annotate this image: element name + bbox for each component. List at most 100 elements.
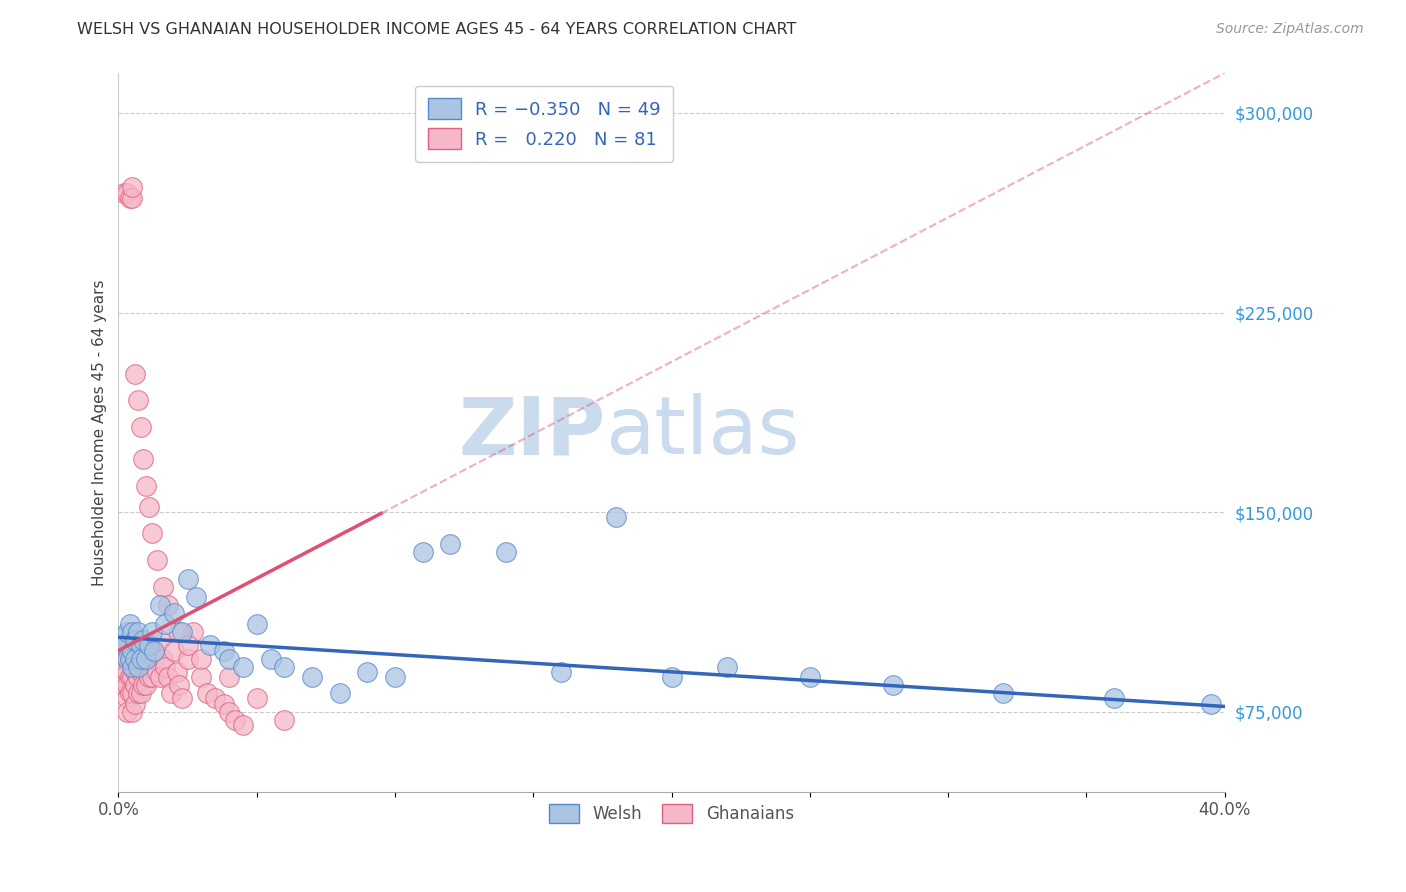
Point xyxy=(115,624,138,639)
Point xyxy=(124,697,146,711)
Point xyxy=(132,678,155,692)
Point xyxy=(127,624,149,639)
Point xyxy=(176,572,198,586)
Point xyxy=(138,638,160,652)
Point xyxy=(112,186,135,200)
Point xyxy=(115,665,138,679)
Point xyxy=(163,643,186,657)
Point xyxy=(138,500,160,514)
Point xyxy=(121,705,143,719)
Point xyxy=(176,638,198,652)
Legend: Welsh, Ghanaians: Welsh, Ghanaians xyxy=(543,797,800,830)
Point xyxy=(135,659,157,673)
Point xyxy=(118,686,141,700)
Point xyxy=(716,659,738,673)
Point xyxy=(384,670,406,684)
Point xyxy=(121,651,143,665)
Point xyxy=(146,665,169,679)
Point xyxy=(232,718,254,732)
Point xyxy=(118,651,141,665)
Text: WELSH VS GHANAIAN HOUSEHOLDER INCOME AGES 45 - 64 YEARS CORRELATION CHART: WELSH VS GHANAIAN HOUSEHOLDER INCOME AGE… xyxy=(77,22,797,37)
Point xyxy=(661,670,683,684)
Point xyxy=(118,191,141,205)
Point xyxy=(301,670,323,684)
Point xyxy=(110,651,132,665)
Point xyxy=(141,624,163,639)
Point xyxy=(149,599,172,613)
Point xyxy=(141,643,163,657)
Point xyxy=(246,691,269,706)
Point xyxy=(181,624,204,639)
Point xyxy=(129,420,152,434)
Point xyxy=(152,651,174,665)
Point xyxy=(166,665,188,679)
Point xyxy=(127,393,149,408)
Point xyxy=(110,630,132,644)
Point xyxy=(121,624,143,639)
Point xyxy=(163,607,186,621)
Point xyxy=(127,651,149,665)
Point xyxy=(129,643,152,657)
Point xyxy=(118,651,141,665)
Point xyxy=(124,367,146,381)
Point xyxy=(121,670,143,684)
Point xyxy=(110,670,132,684)
Point xyxy=(212,643,235,657)
Point xyxy=(129,651,152,665)
Point xyxy=(135,638,157,652)
Point xyxy=(115,691,138,706)
Point xyxy=(129,686,152,700)
Point xyxy=(495,545,517,559)
Point xyxy=(149,670,172,684)
Point xyxy=(112,643,135,657)
Point xyxy=(132,659,155,673)
Point xyxy=(115,651,138,665)
Point xyxy=(129,665,152,679)
Point xyxy=(129,638,152,652)
Point xyxy=(118,670,141,684)
Point xyxy=(121,659,143,673)
Point xyxy=(273,713,295,727)
Point xyxy=(176,651,198,665)
Point xyxy=(132,451,155,466)
Point xyxy=(550,665,572,679)
Point xyxy=(121,686,143,700)
Point xyxy=(141,670,163,684)
Point xyxy=(152,580,174,594)
Point xyxy=(190,670,212,684)
Point xyxy=(112,678,135,692)
Point xyxy=(155,659,177,673)
Point xyxy=(135,478,157,492)
Point xyxy=(112,659,135,673)
Point xyxy=(198,638,221,652)
Point xyxy=(799,670,821,684)
Point xyxy=(1199,697,1222,711)
Point xyxy=(115,678,138,692)
Point xyxy=(112,638,135,652)
Point xyxy=(170,624,193,639)
Point xyxy=(170,691,193,706)
Point xyxy=(121,180,143,194)
Point xyxy=(141,526,163,541)
Point xyxy=(190,651,212,665)
Text: ZIP: ZIP xyxy=(458,393,605,471)
Point xyxy=(124,678,146,692)
Point xyxy=(143,643,166,657)
Point xyxy=(605,510,627,524)
Point xyxy=(132,638,155,652)
Point xyxy=(118,616,141,631)
Point xyxy=(356,665,378,679)
Point xyxy=(218,651,240,665)
Point xyxy=(273,659,295,673)
Point xyxy=(993,686,1015,700)
Point xyxy=(124,651,146,665)
Point xyxy=(439,537,461,551)
Point xyxy=(184,591,207,605)
Point xyxy=(204,691,226,706)
Y-axis label: Householder Income Ages 45 - 64 years: Householder Income Ages 45 - 64 years xyxy=(93,279,107,585)
Point xyxy=(232,659,254,673)
Point xyxy=(121,643,143,657)
Point xyxy=(132,632,155,647)
Point xyxy=(1102,691,1125,706)
Point xyxy=(127,659,149,673)
